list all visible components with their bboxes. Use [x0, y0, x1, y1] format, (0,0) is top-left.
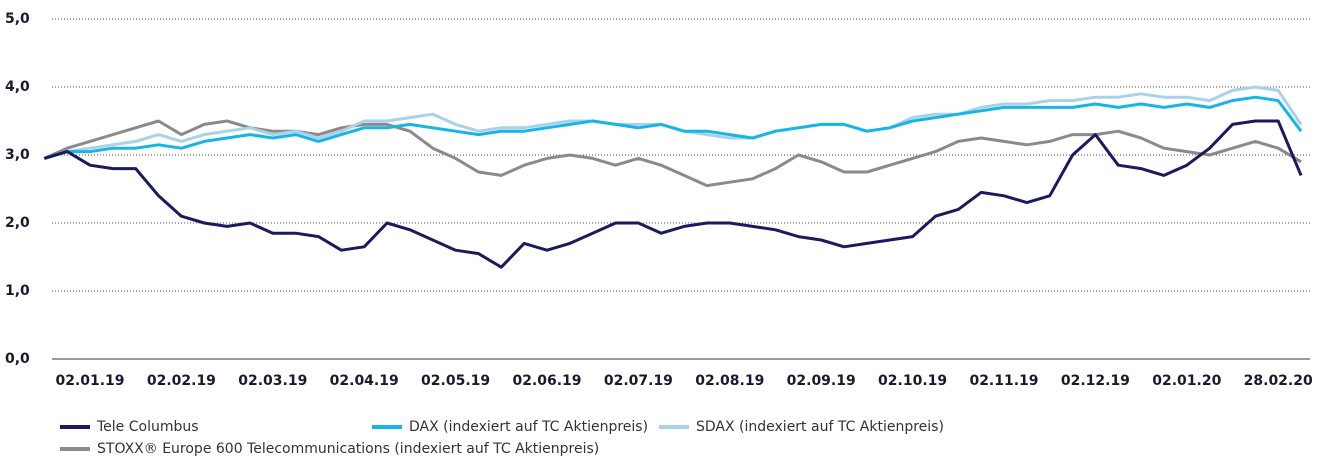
x-tick-label: 02.08.19 — [695, 373, 764, 389]
x-tick-label: 02.07.19 — [604, 373, 673, 389]
legend-label: DAX (indexiert auf TC Aktienpreis) — [409, 419, 648, 435]
y-tick-label: 2,0 — [5, 215, 30, 231]
legend-label: Tele Columbus — [96, 419, 199, 435]
x-tick-label: 02.06.19 — [512, 373, 581, 389]
x-tick-label: 02.01.20 — [1152, 373, 1221, 389]
legend-label: SDAX (indexiert auf TC Aktienpreis) — [696, 419, 944, 435]
y-tick-label: 0,0 — [5, 351, 30, 367]
y-tick-label: 3,0 — [5, 147, 30, 163]
legend-label: STOXX® Europe 600 Telecommunications (in… — [97, 441, 599, 457]
x-tick-label: 02.02.19 — [147, 373, 216, 389]
x-tick-label: 02.01.19 — [55, 373, 124, 389]
series-line — [43, 119, 1303, 269]
y-tick-label: 1,0 — [5, 283, 30, 299]
series-line — [43, 95, 1303, 160]
x-tick-label: 02.05.19 — [421, 373, 490, 389]
x-tick-label: 02.09.19 — [787, 373, 856, 389]
x-tick-label: 02.03.19 — [238, 373, 307, 389]
x-tick-label: 02.12.19 — [1061, 373, 1130, 389]
x-tick-label: 02.11.19 — [969, 373, 1038, 389]
y-tick-label: 4,0 — [5, 79, 30, 95]
x-tick-label: 02.10.19 — [878, 373, 947, 389]
x-tick-label: 02.04.19 — [330, 373, 399, 389]
x-tick-label: 28.02.20 — [1244, 373, 1313, 389]
y-tick-label: 5,0 — [5, 11, 30, 27]
